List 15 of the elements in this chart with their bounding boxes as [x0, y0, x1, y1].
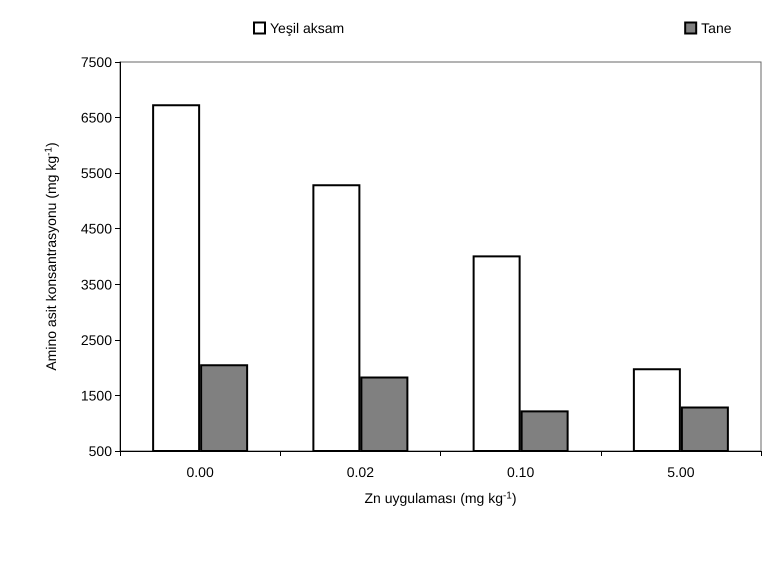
x-tick-label: 0.10: [507, 464, 534, 480]
y-tick-label: 4500: [80, 220, 112, 237]
y-tick-label: 2500: [80, 332, 112, 348]
y-tick-label: 6500: [80, 110, 112, 126]
y-tick-label: 3500: [80, 276, 112, 292]
x-tick-label: 0.02: [346, 464, 374, 480]
legend-label: Tane: [701, 20, 732, 36]
y-tick-label: 1500: [80, 387, 112, 404]
legend-label: Yeşil aksam: [270, 20, 344, 36]
x-tick-label: 5.00: [667, 464, 695, 480]
y-tick-label: 500: [88, 443, 112, 459]
y-axis-title: Amino asit konsantrasyonu (mg kg-1): [43, 142, 59, 371]
x-tick-label: 0.00: [186, 464, 214, 480]
y-tick-label: 5500: [80, 165, 112, 182]
y-tick-label: 7500: [80, 54, 112, 70]
